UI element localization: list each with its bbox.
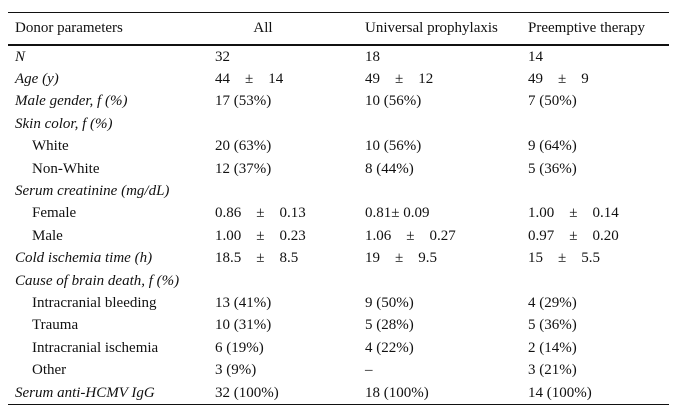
row-label: Male gender, f (%) (15, 93, 128, 110)
table-cell: 5 (36%) (528, 160, 577, 177)
table-cell: 1.00 ± 0.14 (528, 205, 619, 222)
table-cell: 2 (14%) (528, 339, 577, 356)
table-row: Cause of brain death, f (%) (8, 270, 669, 292)
table-cell: 13 (41%) (215, 294, 272, 311)
table-cell (521, 113, 669, 135)
table-cell (358, 113, 521, 135)
table-cell: 4 (22%) (365, 339, 414, 356)
table-row: Serum anti-HCMV IgG 32 (100%) 18 (100%) 14 … (8, 382, 669, 405)
row-label: Age (y) (15, 71, 59, 88)
table-cell (208, 113, 358, 135)
table-cell: 12 (37%) (215, 160, 272, 177)
row-label: Cause of brain death, f (%) (15, 272, 180, 289)
table-cell: 15 ± 5.5 (528, 250, 600, 267)
row-label: Skin color, f (%) (15, 115, 113, 132)
table-row: Female 0.86 ± 0.13 0.81± 0.09 1.00 ± 0.14 (8, 203, 669, 225)
table-cell: 20 (63%) (215, 138, 272, 155)
row-label: Intracranial ischemia (32, 339, 159, 356)
table-cell: 18 (100%) (365, 384, 429, 401)
table-cell: 5 (28%) (365, 317, 414, 334)
table-cell: 8 (44%) (365, 160, 414, 177)
row-label: Female (32, 205, 77, 222)
table-cell (208, 180, 358, 202)
table-row: Male gender, f (%) 17 (53%) 10 (56%) 7 (50%… (8, 91, 669, 113)
col-header-all: All (208, 12, 358, 46)
table-cell: 5 (36%) (528, 317, 577, 334)
table-row: Serum creatinine (mg/dL) (8, 180, 669, 202)
table-cell: 14 (100%) (528, 384, 592, 401)
table-cell: – (365, 362, 373, 379)
table-cell: 44 ± 14 (215, 71, 284, 88)
table-row: White 20 (63%) 10 (56%) 9 (64%) (8, 136, 669, 158)
row-label: Intracranial bleeding (32, 294, 157, 311)
table-cell: 0.86 ± 0.13 (215, 205, 306, 222)
table-cell: 17 (53%) (215, 93, 272, 110)
table-cell: 18 (365, 48, 380, 65)
table-cell: 32 (100%) (215, 384, 279, 401)
table-cell: 1.00 ± 0.23 (215, 227, 306, 244)
table-row: Male 1.00 ± 0.23 1.06 ± 0.27 0.97 ± 0.20 (8, 225, 669, 247)
table-cell: 32 (215, 48, 230, 65)
table-row: Skin color, f (%) (8, 113, 669, 135)
table-cell: 3 (9%) (215, 362, 257, 379)
table-row: Cold ischemia time (h) 18.5 ± 8.5 19 ± 9.5… (8, 248, 669, 270)
row-label: Serum creatinine (mg/dL) (15, 183, 170, 200)
table-cell: 0.97 ± 0.20 (528, 227, 619, 244)
table-row: Other 3 (9%) – 3 (21%) (8, 359, 669, 381)
row-label: White (32, 138, 69, 155)
table-cell: 19 ± 9.5 (365, 250, 437, 267)
donor-parameters-table: Donor parameters All Universal prophylax… (8, 12, 669, 406)
table-cell: 10 (56%) (365, 138, 422, 155)
row-label: Cold ischemia time (h) (15, 250, 153, 267)
col-header-universal-prophylaxis: Universal prophylaxis (358, 12, 521, 46)
row-label: Other (32, 362, 67, 379)
table-cell: 9 (50%) (365, 294, 414, 311)
table-cell: 14 (528, 48, 543, 65)
table-cell (358, 270, 521, 292)
table-cell: 1.06 ± 0.27 (365, 227, 456, 244)
table-row: N 32 18 14 (8, 45, 669, 68)
table-cell: 18.5 ± 8.5 (215, 250, 299, 267)
table-cell: 3 (21%) (528, 362, 577, 379)
row-label: Serum anti-HCMV IgG (15, 384, 155, 401)
table-row: Intracranial ischemia 6 (19%) 4 (22%) 2 (14… (8, 337, 669, 359)
table-cell (521, 180, 669, 202)
table-header-row: Donor parameters All Universal prophylax… (8, 12, 669, 46)
table-cell: 0.81± 0.09 (365, 205, 430, 222)
table-cell: 49 ± 9 (528, 71, 589, 88)
row-label: Trauma (32, 317, 79, 334)
table-cell: 9 (64%) (528, 138, 577, 155)
row-label: Non-White (32, 160, 100, 177)
table-row: Age (y) 44 ± 14 49 ± 12 49 ± 9 (8, 68, 669, 90)
row-label: N (15, 48, 26, 65)
table-cell: 7 (50%) (528, 93, 577, 110)
col-header-donor-parameters: Donor parameters (8, 12, 208, 46)
table-row: Intracranial bleeding 13 (41%) 9 (50%) 4 (2… (8, 292, 669, 314)
table-cell: 10 (31%) (215, 317, 272, 334)
table-cell: 6 (19%) (215, 339, 264, 356)
row-label: Male (32, 227, 63, 244)
table-cell: 4 (29%) (528, 294, 577, 311)
table-cell (358, 180, 521, 202)
table-row: Trauma 10 (31%) 5 (28%) 5 (36%) (8, 315, 669, 337)
table-cell (521, 270, 669, 292)
col-header-preemptive-therapy: Preemptive therapy (521, 12, 669, 46)
table-cell (208, 270, 358, 292)
table-row: Non-White 12 (37%) 8 (44%) 5 (36%) (8, 158, 669, 180)
table-cell: 49 ± 12 (365, 71, 434, 88)
table-body: N 32 18 14 Age (y) 44 ± 14 49 ± 12 49 ± 9 Male g… (8, 45, 669, 405)
table-cell: 10 (56%) (365, 93, 422, 110)
